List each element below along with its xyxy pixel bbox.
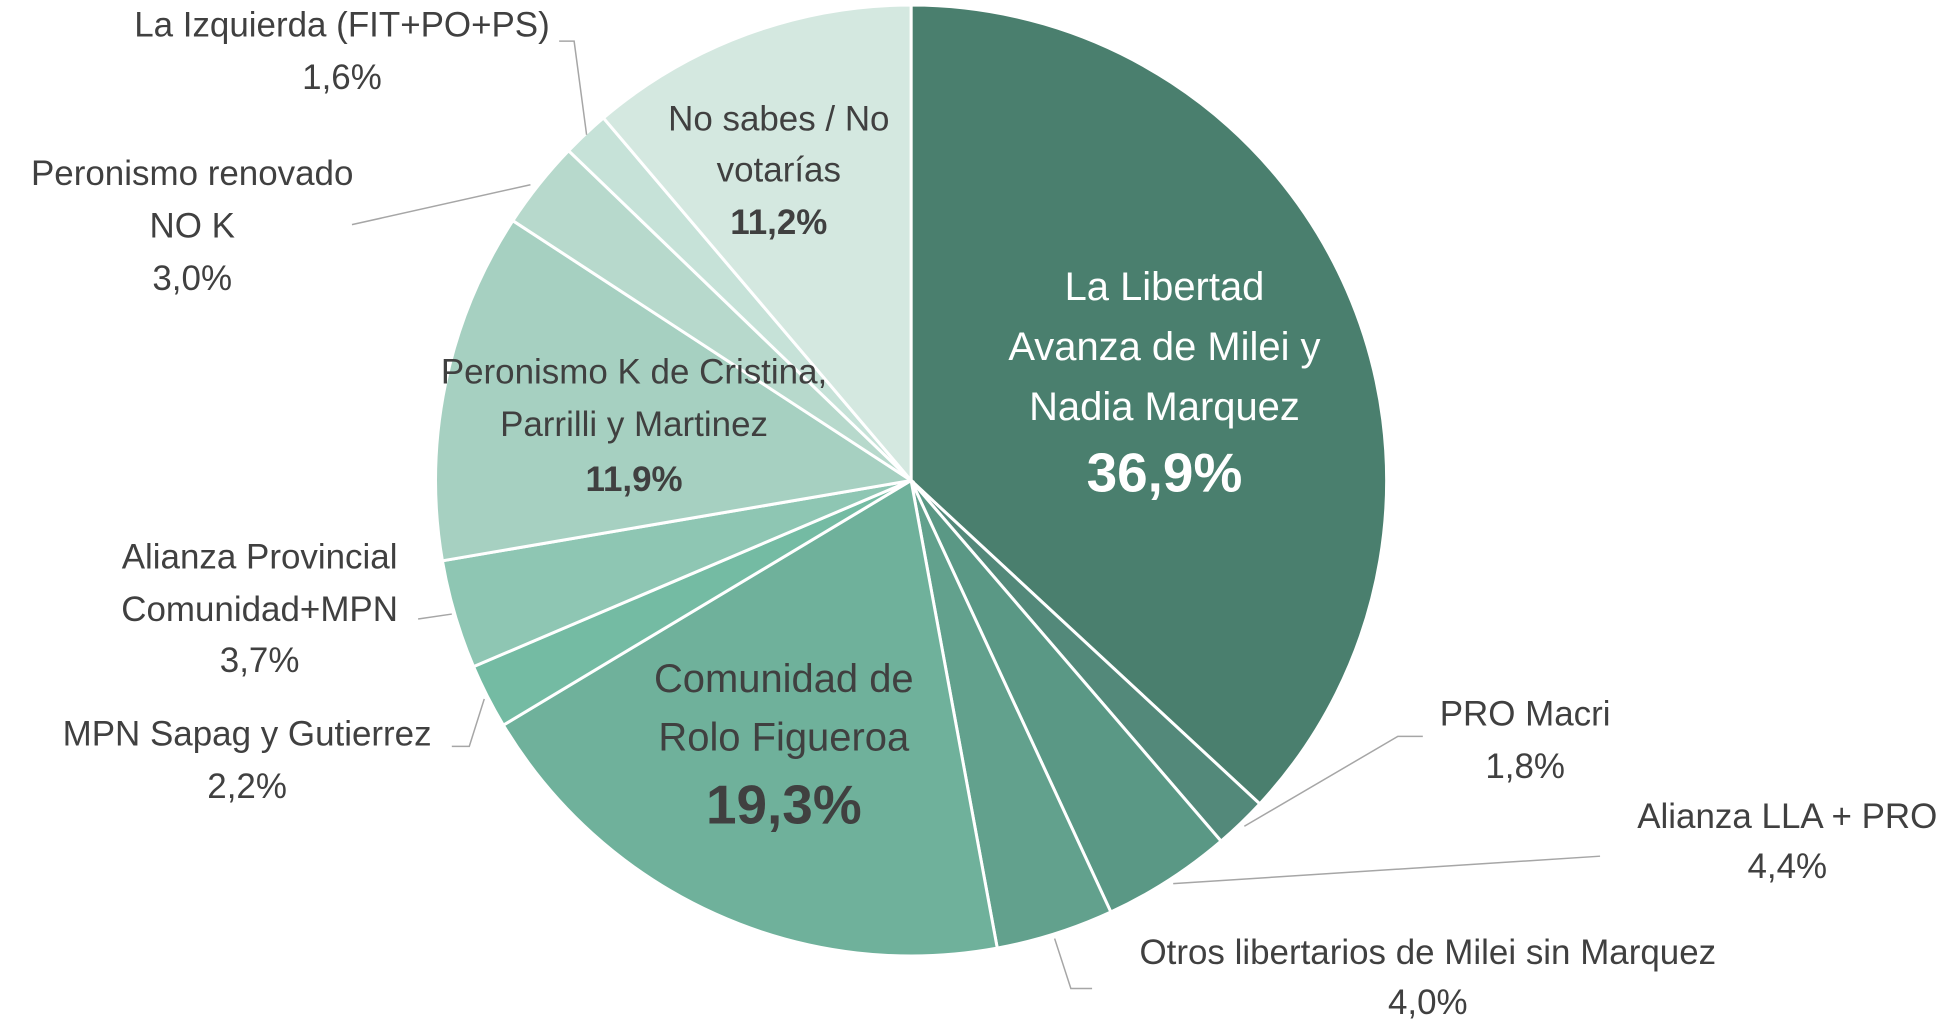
- slice-label: Nadia Marquez: [1029, 385, 1300, 429]
- slice-label: Parrilli y Martinez: [500, 405, 768, 444]
- slice-label: Peronismo K de Cristina,: [441, 353, 827, 392]
- slice-label: Alianza Provincial: [122, 537, 398, 576]
- value-label: 36,9%: [1087, 441, 1243, 503]
- slice-label: Rolo Figueroa: [658, 716, 910, 760]
- value-label: 11,9%: [585, 460, 682, 499]
- value-label: 3,0%: [152, 259, 232, 298]
- slice-label: Otros libertarios de Milei sin Marquez: [1139, 933, 1716, 972]
- pie-slice: [501, 478, 1000, 958]
- slice-label: Alianza LLA + PRO: [1637, 797, 1937, 836]
- leader-line: [1053, 938, 1093, 990]
- value-label: 3,7%: [220, 641, 300, 680]
- slice-label: Peronismo renovado: [31, 154, 353, 193]
- slice-label: La Izquierda (FIT+PO+PS): [134, 6, 550, 45]
- leader-line: [1173, 855, 1601, 885]
- slice-label: MPN Sapag y Gutierrez: [63, 715, 432, 754]
- value-label: 1,6%: [302, 58, 382, 97]
- value-label: 1,8%: [1485, 747, 1565, 786]
- leader-line: [351, 183, 531, 226]
- pie-slice: [601, 3, 913, 485]
- slice-label: La Libertad: [1065, 265, 1265, 309]
- leader-line: [451, 698, 485, 748]
- leader-line: [559, 40, 588, 135]
- slice-label: No sabes / No: [668, 99, 889, 138]
- slice-label: Comunidad+MPN: [121, 590, 398, 629]
- leader-line: [417, 613, 452, 620]
- pie-slice: [434, 218, 916, 563]
- value-label: 19,3%: [706, 773, 862, 835]
- pie-slice: [909, 3, 1389, 806]
- slice-label: votarías: [717, 150, 841, 189]
- slice-label: Avanza de Milei y: [1008, 325, 1320, 369]
- leader-line: [1243, 735, 1423, 827]
- slice-label: NO K: [149, 207, 234, 246]
- value-label: 11,2%: [730, 203, 827, 242]
- slice-label: PRO Macri: [1440, 695, 1611, 734]
- value-label: 4,4%: [1747, 847, 1827, 886]
- value-label: 4,0%: [1388, 983, 1468, 1022]
- slice-label: Comunidad de: [654, 657, 914, 701]
- value-label: 2,2%: [207, 767, 287, 806]
